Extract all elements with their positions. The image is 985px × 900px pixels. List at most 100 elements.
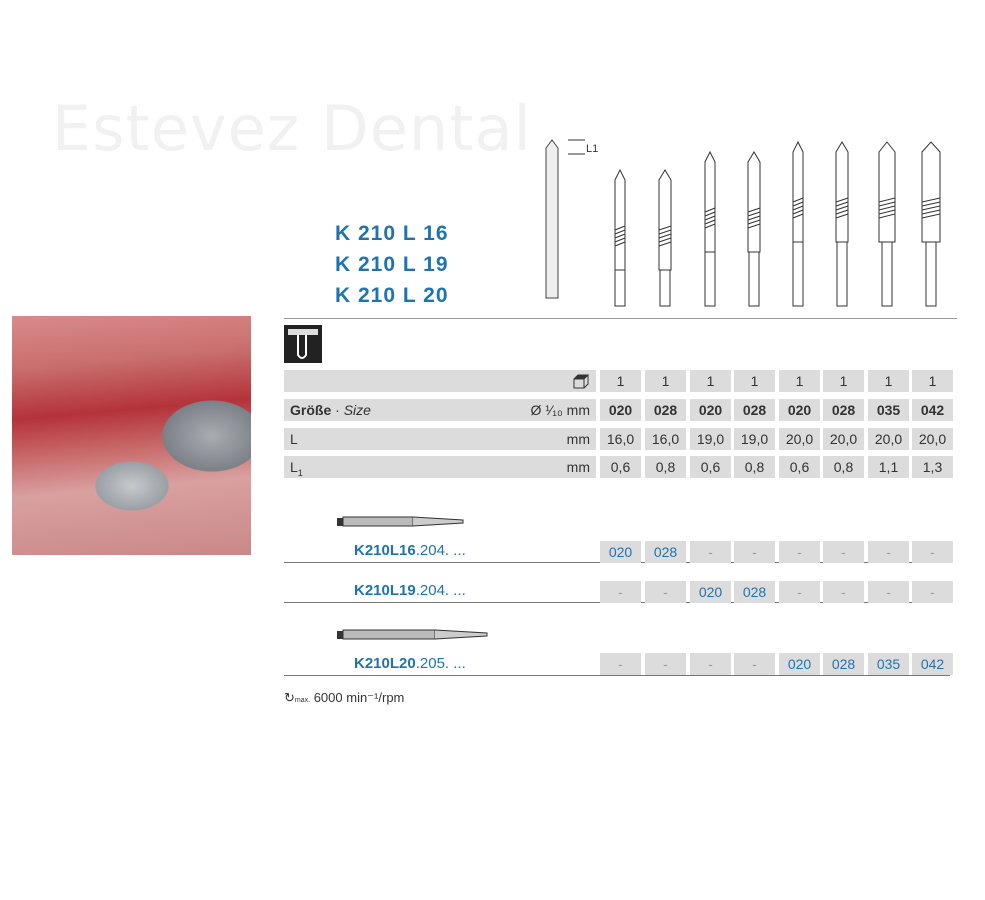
length-cell: 20,0 (912, 428, 953, 450)
drill-band (704, 215, 716, 221)
drill-band (835, 197, 849, 203)
order-size-cell: - (600, 653, 641, 675)
pack-quantity-cell: 1 (690, 370, 731, 392)
drill-band (747, 207, 761, 213)
length-cell: 16,0 (600, 428, 641, 450)
drill-band (878, 213, 896, 219)
order-size-cell: - (823, 541, 864, 563)
drill-shank-3 (704, 251, 716, 307)
order-size-cell: - (868, 541, 909, 563)
drill-band (878, 205, 896, 211)
drill-band (704, 219, 716, 225)
drill-illustrations: L1 (545, 139, 941, 307)
product-title-3: K 210 L 20 (335, 284, 449, 307)
order-code-1: K210L16.204. ... (354, 542, 466, 559)
order-size-cell: - (779, 541, 820, 563)
pack-quantity-cell: 1 (912, 370, 953, 392)
shank-drill-long-icon (337, 629, 488, 640)
pack-row-label (284, 370, 596, 392)
order-size-cell: - (823, 581, 864, 603)
drill-band (878, 209, 896, 215)
drill-band (792, 209, 804, 215)
drill-band (658, 229, 672, 235)
order-size-cell: - (912, 541, 953, 563)
order-size-cell: 028 (645, 541, 686, 563)
drill-band (614, 225, 626, 231)
length-cell: 19,0 (690, 428, 731, 450)
order-size-cell: - (868, 581, 909, 603)
drill-band (921, 213, 941, 219)
size-cell: 042 (912, 399, 953, 421)
length-cell: 20,0 (868, 428, 909, 450)
order-size-cell: - (645, 653, 686, 675)
l-unit: mm (566, 431, 590, 447)
l1-row-label: L1 mm (284, 456, 596, 478)
size-label-en: Size (343, 402, 371, 418)
l1-unit: mm (566, 459, 590, 475)
drill-band (704, 207, 716, 213)
drill-band (835, 205, 849, 211)
drill-band (921, 209, 941, 215)
size-cell: 020 (779, 399, 820, 421)
drill-shank-5 (792, 241, 804, 307)
l1-cell: 1,1 (868, 456, 909, 478)
drill-band (792, 201, 804, 207)
drill-shank-1 (614, 269, 626, 307)
l1-dimension-label: L1 (586, 143, 598, 155)
l1-cell: 0,6 (600, 456, 641, 478)
clinical-photo (12, 316, 251, 555)
l1-cell: 0,8 (823, 456, 864, 478)
max-rpm-note: ↻max. 6000 min⁻¹/rpm (284, 690, 404, 706)
drill-band (658, 225, 672, 231)
pack-quantity-cell: 1 (779, 370, 820, 392)
drill-band (704, 223, 716, 229)
drill-3 (704, 150, 716, 253)
l-row-label: L mm (284, 428, 596, 450)
order-size-cell: - (600, 581, 641, 603)
application-icon (284, 325, 322, 363)
drill-band (921, 205, 941, 211)
package-icon (572, 373, 590, 392)
length-cell: 20,0 (823, 428, 864, 450)
drill-shank-6 (836, 241, 848, 307)
drill-shank-7 (881, 241, 893, 307)
shank-drill-short-icon (337, 516, 464, 527)
length-cell: 20,0 (779, 428, 820, 450)
drill-band (835, 209, 849, 215)
pack-quantity-cell: 1 (645, 370, 686, 392)
size-cell: 020 (690, 399, 731, 421)
pack-quantity-cell: 1 (823, 370, 864, 392)
order-size-cell: 035 (868, 653, 909, 675)
drill-6 (835, 141, 849, 243)
drill-band (835, 201, 849, 207)
drill-band (614, 229, 626, 235)
order-code-3: K210L20.205. ... (354, 655, 466, 672)
order-size-cell: 042 (912, 653, 953, 675)
drill-band (614, 241, 626, 247)
drill-band (614, 233, 626, 239)
size-cell: 020 (600, 399, 641, 421)
l1-cell: 0,6 (690, 456, 731, 478)
length-cell: 19,0 (734, 428, 775, 450)
l1-cell: 1,3 (912, 456, 953, 478)
drill-band (921, 201, 941, 207)
length-cell: 16,0 (645, 428, 686, 450)
drill-band (747, 215, 761, 221)
pack-quantity-cell: 1 (868, 370, 909, 392)
order-size-cell: - (779, 581, 820, 603)
order-size-cell: 020 (779, 653, 820, 675)
size-cell: 028 (645, 399, 686, 421)
drill-band (878, 197, 896, 203)
product-title-2: K 210 L 19 (335, 253, 449, 276)
rpm-text: 6000 min⁻¹/rpm (313, 690, 405, 705)
drill-band (614, 237, 626, 243)
drill-band (835, 213, 849, 219)
drill-band (792, 197, 804, 203)
drill-shank-4 (748, 251, 760, 307)
order-size-cell: - (645, 581, 686, 603)
drill-band (747, 211, 761, 217)
rpm-prefix: max. (294, 697, 311, 704)
drill-band (792, 213, 804, 219)
drill-band (658, 237, 672, 243)
order-size-cell: - (734, 541, 775, 563)
